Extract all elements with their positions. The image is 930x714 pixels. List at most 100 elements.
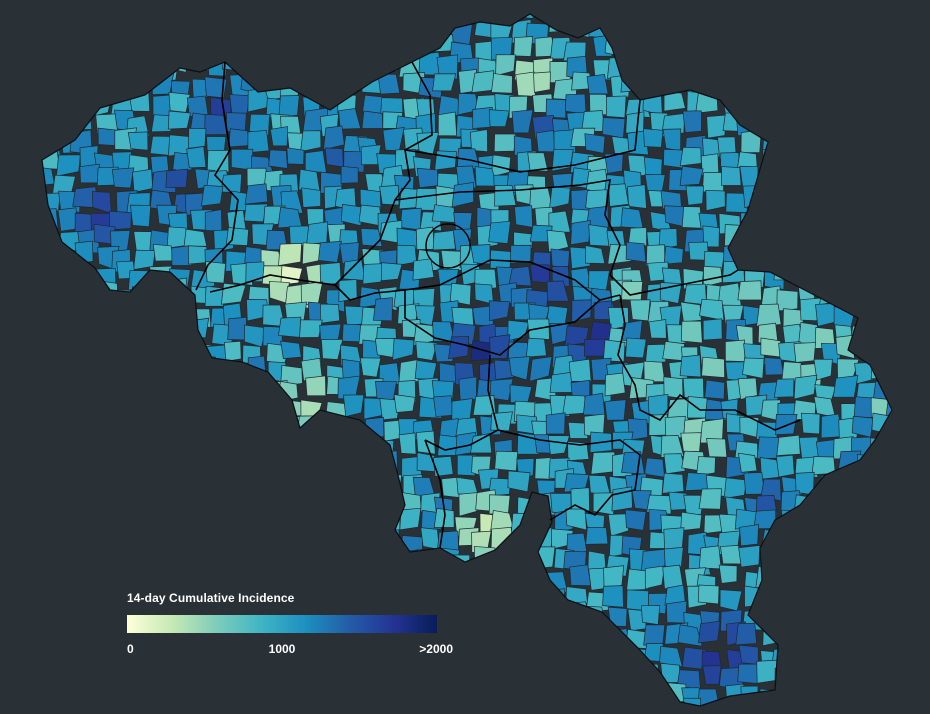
municipality-cell bbox=[191, 573, 216, 592]
municipality-cell bbox=[891, 416, 892, 441]
municipality-cell bbox=[835, 222, 861, 246]
municipality-cell bbox=[470, 433, 493, 454]
municipality-cell bbox=[743, 472, 765, 495]
municipality-cell bbox=[590, 451, 616, 475]
municipality-cell bbox=[22, 681, 41, 704]
municipality-cell bbox=[173, 438, 194, 458]
municipality-cell bbox=[302, 703, 325, 706]
municipality-cell bbox=[42, 336, 62, 358]
legend-tick-mid: 1000 bbox=[268, 642, 296, 656]
municipality-cell bbox=[511, 681, 532, 705]
municipality-cell bbox=[300, 281, 324, 306]
municipality-cell bbox=[895, 231, 916, 252]
municipality-cell bbox=[206, 441, 227, 462]
municipality-cell bbox=[457, 702, 482, 706]
municipality-cell bbox=[399, 686, 421, 706]
municipality-cell bbox=[152, 243, 175, 262]
municipality-cell bbox=[0, 659, 17, 683]
municipality-cell bbox=[188, 664, 208, 690]
municipality-cell bbox=[52, 514, 73, 537]
municipality-cell bbox=[908, 666, 930, 688]
municipality-cell bbox=[627, 184, 647, 209]
municipality-cell bbox=[262, 36, 284, 58]
municipality-cell bbox=[42, 208, 59, 231]
municipality-cell bbox=[279, 698, 304, 706]
municipality-cell bbox=[340, 450, 359, 474]
municipality-cell bbox=[224, 412, 246, 435]
municipality-cell bbox=[684, 36, 706, 58]
municipality-cell bbox=[725, 339, 746, 362]
municipality-cell bbox=[175, 449, 194, 474]
municipality-cell bbox=[317, 701, 339, 706]
municipality-cell bbox=[908, 358, 927, 379]
municipality-cell bbox=[55, 154, 81, 177]
municipality-cell bbox=[740, 15, 762, 38]
municipality-cell bbox=[318, 240, 342, 263]
municipality-cell bbox=[833, 88, 857, 113]
municipality-cell bbox=[723, 477, 747, 499]
municipality-cell bbox=[867, 320, 892, 344]
municipality-cell bbox=[42, 626, 60, 650]
municipality-cell bbox=[451, 181, 474, 208]
municipality-cell bbox=[624, 677, 646, 703]
municipality-cell bbox=[818, 545, 842, 570]
municipality-cell bbox=[738, 644, 759, 665]
municipality-cell bbox=[801, 128, 825, 151]
municipality-cell bbox=[2, 248, 22, 268]
municipality-cell bbox=[833, 680, 857, 700]
municipality-cell bbox=[74, 240, 94, 265]
municipality-cell bbox=[859, 703, 882, 706]
municipality-cell bbox=[153, 436, 177, 459]
municipality-cell bbox=[355, 472, 379, 496]
municipality-cell bbox=[679, 165, 704, 186]
municipality-cell bbox=[364, 439, 386, 461]
municipality-cell bbox=[889, 509, 892, 533]
municipality-cell bbox=[630, 38, 653, 58]
municipality-cell bbox=[838, 648, 859, 670]
municipality-cell bbox=[80, 319, 102, 343]
municipality-cell bbox=[813, 678, 837, 702]
municipality-cell bbox=[621, 451, 646, 475]
municipality-cell bbox=[546, 280, 570, 302]
municipality-cell bbox=[774, 667, 797, 688]
municipality-cell bbox=[815, 168, 837, 189]
municipality-cell bbox=[681, 206, 702, 229]
municipality-cell bbox=[13, 399, 32, 420]
municipality-cell bbox=[723, 37, 746, 59]
municipality-cell bbox=[52, 527, 76, 547]
municipality-cell bbox=[226, 112, 247, 133]
municipality-cell bbox=[53, 700, 73, 706]
municipality-cell bbox=[640, 605, 661, 625]
municipality-cell bbox=[97, 508, 119, 529]
municipality-cell bbox=[97, 380, 122, 400]
municipality-cell bbox=[410, 14, 436, 25]
municipality-cell bbox=[874, 701, 892, 706]
municipality-cell bbox=[648, 39, 671, 60]
municipality-cell bbox=[584, 702, 606, 706]
municipality-cell bbox=[341, 358, 361, 382]
municipality-cell bbox=[220, 173, 243, 193]
municipality-cell bbox=[530, 14, 554, 19]
municipality-cell bbox=[135, 662, 156, 685]
municipality-cell bbox=[799, 268, 820, 291]
municipality-cell bbox=[323, 125, 345, 151]
municipality-cell bbox=[683, 494, 705, 516]
municipality-cell bbox=[42, 300, 57, 326]
municipality-cell bbox=[854, 566, 879, 591]
municipality-cell bbox=[434, 150, 457, 171]
municipality-cell bbox=[0, 33, 17, 55]
municipality-cell bbox=[221, 475, 246, 496]
municipality-cell bbox=[303, 474, 325, 496]
municipality-cell bbox=[129, 14, 152, 25]
municipality-cell bbox=[167, 110, 191, 130]
municipality-cell bbox=[42, 382, 56, 406]
municipality-cell bbox=[894, 0, 915, 14]
municipality-cell bbox=[625, 337, 647, 359]
municipality-cell bbox=[324, 451, 346, 473]
municipality-cell bbox=[781, 509, 801, 530]
municipality-cell bbox=[71, 397, 94, 421]
municipality-cell bbox=[42, 533, 57, 556]
municipality-cell bbox=[810, 628, 835, 650]
municipality-cell bbox=[911, 604, 928, 623]
municipality-cell bbox=[243, 569, 266, 588]
